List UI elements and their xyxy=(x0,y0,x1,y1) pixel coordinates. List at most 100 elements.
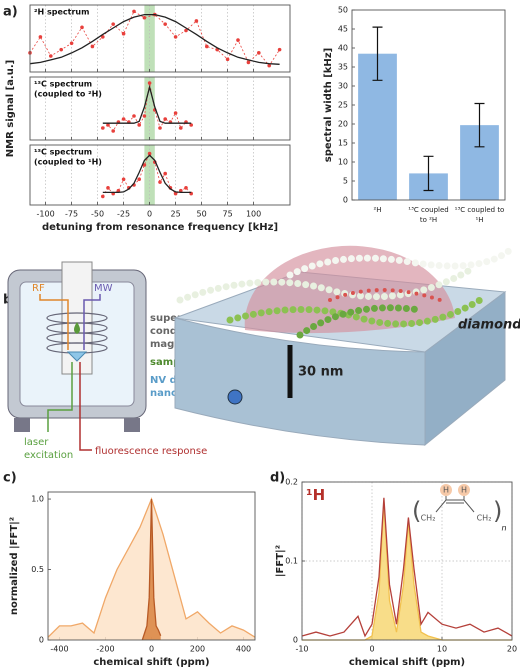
line xyxy=(102,84,192,124)
line xyxy=(29,10,280,67)
x-tick-label: ¹³C coupled xyxy=(408,206,448,214)
sample-drop xyxy=(74,322,80,334)
x-tick-label: 200 xyxy=(190,645,205,654)
x-tick-label: 400 xyxy=(236,645,251,654)
line xyxy=(102,154,192,194)
y-tick-label: 30 xyxy=(338,82,348,91)
marker xyxy=(147,151,152,156)
x-tick-label: 10 xyxy=(437,645,447,654)
y-axis-label: |FFT|² xyxy=(275,545,286,577)
marker xyxy=(137,123,141,127)
fluorescence-label: fluorescence response xyxy=(95,446,207,457)
diamond-probe xyxy=(66,351,88,362)
y-axis-label: NMR signal [a.u.] xyxy=(5,60,16,157)
panel-label: d) xyxy=(270,471,285,486)
rf-label: RF xyxy=(32,283,45,294)
marker xyxy=(267,63,272,68)
atom-highlight xyxy=(458,484,470,496)
marker xyxy=(101,194,105,199)
marker xyxy=(101,126,105,130)
x-tick-label: -50 xyxy=(91,210,104,219)
bonds xyxy=(435,496,475,513)
axes-frame xyxy=(301,481,513,641)
error-bar xyxy=(423,155,434,192)
marker xyxy=(257,51,261,55)
marker xyxy=(111,22,115,26)
x-axis-label: chemical shift (ppm) xyxy=(349,657,465,668)
error-bar xyxy=(474,102,485,148)
subplot-title: (coupled to ¹H) xyxy=(34,158,102,167)
marker xyxy=(49,54,53,58)
area xyxy=(302,501,512,640)
x-axis-label: chemical shift (ppm) xyxy=(93,657,209,668)
mw-line xyxy=(83,294,101,350)
structure-label: n xyxy=(501,524,506,533)
diamond-side xyxy=(424,291,506,447)
marker xyxy=(121,31,126,36)
marker xyxy=(90,44,95,49)
marker xyxy=(225,57,230,62)
x-tick-label: -200 xyxy=(96,645,114,654)
axes-frame xyxy=(47,491,256,641)
line xyxy=(29,13,280,65)
y-tick-label: 0.1 xyxy=(285,557,298,566)
laser-label: excitation xyxy=(24,450,73,461)
y-tick-label: 0 xyxy=(39,636,44,645)
marker xyxy=(173,191,178,196)
marker xyxy=(106,123,110,127)
y-tick-label: 0 xyxy=(343,196,348,205)
subplot-title: ¹³C spectrum xyxy=(34,148,92,157)
marker xyxy=(106,186,110,190)
y-tick-label: 15 xyxy=(338,139,348,148)
marker xyxy=(163,117,167,121)
x-tick-label: -75 xyxy=(65,210,78,219)
marker xyxy=(132,114,136,118)
marker xyxy=(163,22,167,26)
y-tick-label: 35 xyxy=(338,63,348,72)
marker xyxy=(236,38,240,42)
panel-label: a) xyxy=(3,5,18,20)
marker xyxy=(194,19,199,23)
marker xyxy=(189,123,193,127)
marker xyxy=(142,15,147,20)
rf-line xyxy=(39,294,69,350)
nv-center xyxy=(227,389,243,405)
structure-label: CH₂ xyxy=(477,514,492,523)
marker xyxy=(137,177,141,182)
x-tick-label: 0 xyxy=(369,645,374,654)
y-tick-label: 10 xyxy=(338,158,348,167)
area xyxy=(142,499,161,640)
marker xyxy=(116,188,121,193)
marker xyxy=(142,114,147,118)
leg xyxy=(124,418,140,432)
diamond-label: diamond xyxy=(458,318,520,333)
bracket: ( xyxy=(412,497,421,525)
magnet-label: magnet xyxy=(150,339,193,350)
marker xyxy=(179,188,183,193)
marker xyxy=(121,177,126,182)
magnet-schematic xyxy=(7,261,147,451)
x-tick-label: -400 xyxy=(50,645,68,654)
diamond-illustration xyxy=(174,245,514,447)
scale-label: 30 nm xyxy=(298,365,343,380)
marker xyxy=(80,25,84,30)
structure-label: H xyxy=(461,486,467,495)
marker xyxy=(246,60,251,65)
x-tick-label: 25 xyxy=(171,210,181,219)
x-tick-label: 50 xyxy=(197,210,207,219)
x-tick-label: 0 xyxy=(149,645,154,654)
structure-label: H xyxy=(443,486,449,495)
marker xyxy=(205,44,209,49)
y-tick-label: 0.2 xyxy=(285,478,298,487)
marker xyxy=(158,180,162,184)
laser-line xyxy=(47,362,73,432)
x-tick-label: ¹³C coupled to xyxy=(455,206,505,214)
atom-highlight xyxy=(440,484,452,496)
marker xyxy=(38,35,43,39)
marker xyxy=(158,126,162,130)
marker xyxy=(179,126,183,130)
y-axis-label: spectral width [kHz] xyxy=(323,48,334,162)
x-tick-label: 100 xyxy=(246,210,261,219)
laser-label: laser xyxy=(24,437,49,448)
